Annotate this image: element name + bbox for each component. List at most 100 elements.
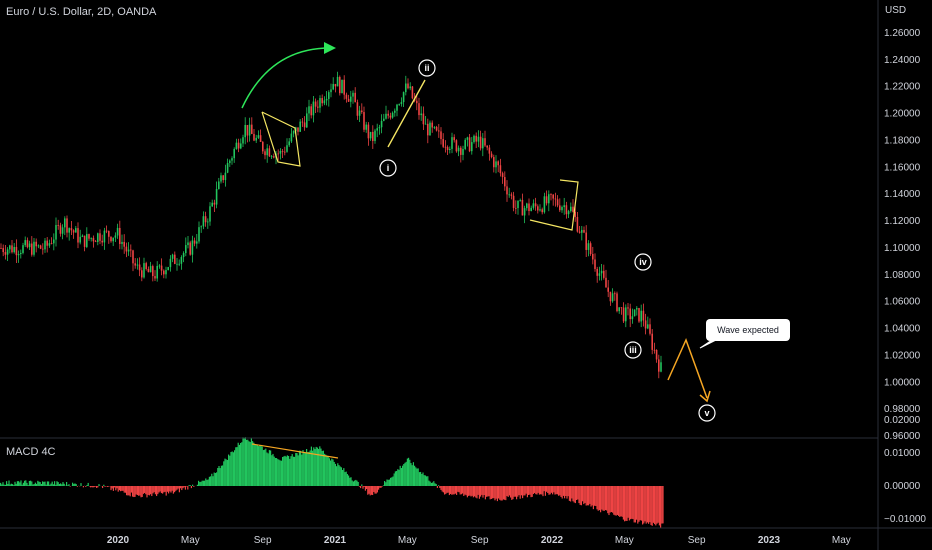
- candle-body: [517, 200, 519, 209]
- macd-bar: [240, 443, 242, 486]
- macd-bar: [430, 482, 432, 486]
- candle-body: [17, 254, 20, 256]
- candle-body: [72, 230, 75, 233]
- macd-bar: [620, 486, 622, 517]
- macd-bar: [529, 486, 531, 495]
- candle-body: [20, 252, 22, 255]
- macd-bar: [210, 476, 212, 486]
- macd-bar: [632, 486, 634, 520]
- macd-bar: [112, 486, 114, 491]
- macd-bar: [369, 486, 371, 496]
- macd-bar: [310, 446, 312, 486]
- candle-body: [39, 245, 42, 249]
- candle-body: [169, 258, 172, 268]
- macd-bar: [350, 477, 352, 486]
- macd-bar: [488, 486, 490, 497]
- macd-bar: [142, 486, 144, 494]
- candle-body: [497, 161, 499, 166]
- macd-bar: [355, 479, 357, 486]
- wedge-drawing[interactable]: [529, 179, 579, 231]
- macd-tick-label: −0.01000: [884, 514, 926, 525]
- candle-body: [116, 227, 119, 236]
- macd-bar: [412, 462, 414, 486]
- macd-bar: [266, 452, 268, 486]
- candle-body: [570, 206, 572, 212]
- macd-bar: [314, 449, 316, 486]
- macd-bar: [2, 482, 4, 486]
- macd-bar: [422, 472, 424, 486]
- macd-bar: [157, 486, 159, 495]
- macd-bar: [162, 486, 164, 494]
- curved-arrow[interactable]: [241, 47, 331, 109]
- projected-wave-path[interactable]: [667, 338, 708, 399]
- macd-bar: [548, 486, 550, 495]
- candle-body: [136, 264, 139, 266]
- macd-bar: [459, 486, 461, 495]
- chart-title: Euro / U.S. Dollar, 2D, OANDA: [6, 6, 157, 18]
- macd-bar: [480, 486, 482, 497]
- macd-bar: [217, 468, 219, 486]
- triangle-drawing[interactable]: [261, 111, 301, 167]
- macd-bar: [514, 486, 516, 497]
- candle-body: [380, 120, 383, 128]
- candle-body: [627, 307, 629, 309]
- time-tick-label: 2021: [324, 535, 347, 546]
- candle-body: [427, 123, 429, 136]
- wave-label-text: i: [387, 163, 390, 173]
- macd-bar: [366, 486, 368, 490]
- macd-bar: [414, 465, 416, 486]
- candle-body: [367, 124, 370, 139]
- candle-body: [174, 254, 176, 264]
- time-tick-label: May: [181, 535, 200, 546]
- macd-bar: [158, 486, 160, 493]
- candle-body: [211, 202, 213, 207]
- candle-body: [644, 320, 647, 329]
- candle-body: [198, 227, 200, 242]
- macd-bar: [584, 486, 586, 503]
- macd-bar: [416, 468, 418, 486]
- candle-body: [257, 135, 260, 138]
- macd-bar: [474, 486, 476, 497]
- macd-bar: [148, 486, 150, 496]
- macd-divergence-line[interactable]: [251, 443, 339, 459]
- macd-bar: [242, 437, 244, 486]
- candle-body: [347, 98, 350, 102]
- macd-bar: [44, 481, 46, 486]
- macd-bar: [436, 486, 438, 488]
- macd-bar: [554, 486, 556, 495]
- macd-bar: [381, 486, 383, 487]
- macd-bar: [645, 486, 647, 524]
- macd-bar: [399, 465, 401, 486]
- candle-body: [158, 265, 161, 267]
- candle-body: [420, 113, 422, 116]
- candle-body: [519, 199, 521, 201]
- macd-bar: [475, 486, 477, 498]
- macd-bar: [216, 472, 218, 486]
- macd-bar: [265, 448, 267, 486]
- wave-label-text: v: [704, 408, 709, 418]
- candle-body: [484, 138, 486, 146]
- macd-bar: [447, 486, 449, 493]
- trend-line-i-ii[interactable]: [387, 79, 426, 148]
- macd-bar: [518, 486, 520, 496]
- macd-bar: [200, 481, 202, 486]
- candle-body: [534, 203, 537, 207]
- candle-body: [167, 267, 169, 271]
- macd-bar: [7, 483, 9, 486]
- macd-bar: [351, 480, 353, 486]
- macd-bar: [604, 486, 606, 511]
- macd-bar: [104, 486, 106, 487]
- macd-bar: [502, 486, 504, 500]
- candle-body: [446, 147, 449, 151]
- macd-bar: [141, 486, 143, 497]
- candle-body: [55, 225, 57, 240]
- macd-bar: [621, 486, 623, 517]
- candle-body: [125, 246, 128, 252]
- candle-body: [341, 79, 343, 94]
- price-tick-label: 1.14000: [884, 189, 921, 200]
- candle-body: [504, 177, 506, 187]
- macd-bar: [246, 439, 248, 486]
- candle-body: [548, 194, 550, 204]
- candle-body: [550, 194, 552, 196]
